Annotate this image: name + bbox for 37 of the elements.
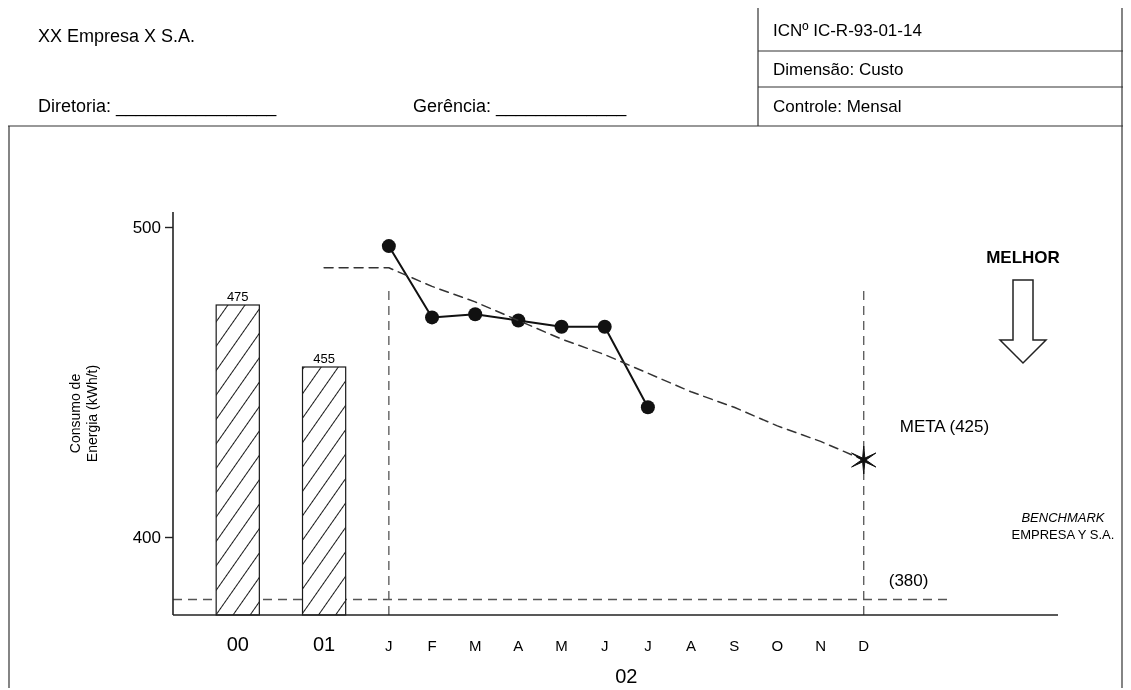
x-tick-label: J: [644, 637, 652, 654]
y-tick-label: 500: [132, 218, 161, 238]
x-tick-label: D: [858, 637, 870, 654]
text: BENCHMARK EMPRESA Y S.A.: [1011, 510, 1115, 542]
point: [640, 400, 655, 415]
ref-line-label: (380): [888, 570, 929, 590]
point: [425, 310, 440, 325]
text: MELHOR: [986, 248, 1060, 267]
x-tick-label: O: [771, 637, 784, 654]
x-tick-label: M: [468, 637, 482, 654]
point: [554, 319, 569, 334]
x-tick-label: J: [385, 637, 393, 654]
data-label: 455: [313, 351, 335, 366]
point: [851, 445, 877, 475]
y-axis-title: Consumo de Energia (kWh/t): [67, 364, 100, 463]
text: Dimensão: Custo: [773, 60, 904, 79]
y-tick-label: 400: [132, 528, 161, 548]
x-tick-label: 00: [226, 633, 249, 655]
x-tick-label: A: [686, 637, 697, 654]
x-axis-title: 02: [615, 665, 638, 687]
x-tick-label: M: [555, 637, 568, 654]
point: [597, 319, 612, 334]
point: [381, 239, 396, 254]
x-tick-label: F: [427, 637, 437, 654]
x-tick-label: S: [729, 637, 740, 654]
text: Controle: Mensal: [773, 97, 902, 116]
annotation: META (425): [899, 417, 990, 436]
point: [468, 307, 483, 322]
text: Diretoria: ________________: [38, 96, 278, 117]
chart-title: XX Empresa X S.A.: [38, 26, 196, 46]
x-tick-label: N: [815, 637, 826, 654]
x-tick-label: 01: [312, 633, 336, 655]
x-tick-label: A: [513, 637, 524, 654]
data-label: 475: [226, 289, 249, 304]
text: Gerência: _____________: [413, 96, 628, 117]
x-tick-label: J: [600, 637, 609, 654]
text: ICNº IC-R-93-01-14: [773, 21, 922, 40]
